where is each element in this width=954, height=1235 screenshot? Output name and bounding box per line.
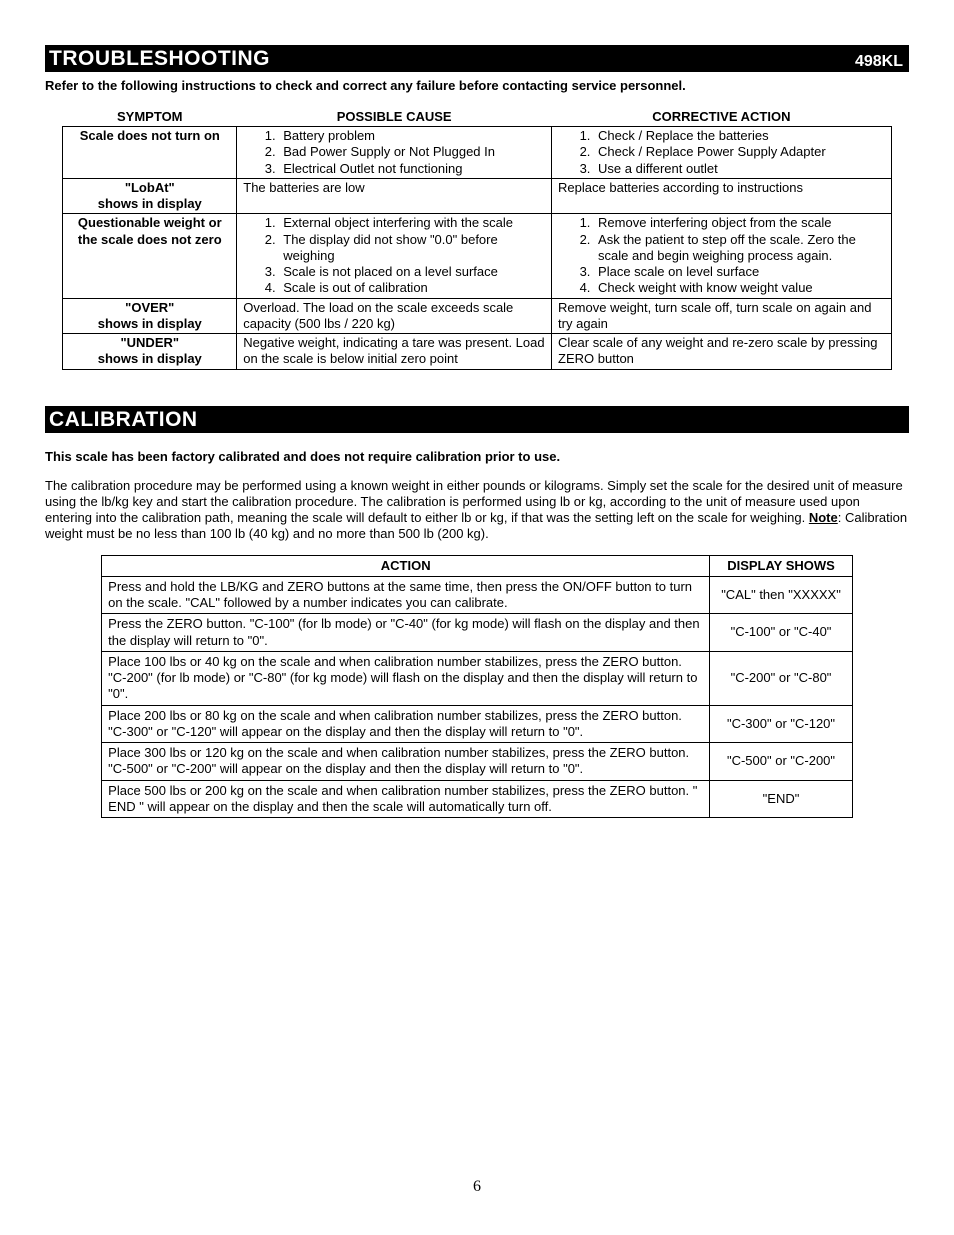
table-row: "UNDER"shows in displayNegative weight, … xyxy=(63,334,891,370)
display-cell: "C-500" or "C-200" xyxy=(710,743,853,781)
list-item: Check / Replace Power Supply Adapter xyxy=(594,144,885,160)
calibration-header: CALIBRATION xyxy=(45,406,909,433)
table-row: Place 100 lbs or 40 kg on the scale and … xyxy=(102,651,853,705)
cause-cell: The batteries are low xyxy=(237,178,552,214)
symptom-cell: "OVER"shows in display xyxy=(63,298,237,334)
action-cell: Press the ZERO button. "C-100" (for lb m… xyxy=(102,614,710,652)
action-cell: Place 500 lbs or 200 kg on the scale and… xyxy=(102,780,710,818)
table-row: Place 300 lbs or 120 kg on the scale and… xyxy=(102,743,853,781)
list-item: Check weight with know weight value xyxy=(594,280,885,296)
list-item: External object interfering with the sca… xyxy=(279,215,545,231)
table-row: Press and hold the LB/KG and ZERO button… xyxy=(102,576,853,614)
action-cell: Press and hold the LB/KG and ZERO button… xyxy=(102,576,710,614)
th-action: CORRECTIVE ACTION xyxy=(552,107,892,127)
list-item: Electrical Outlet not functioning xyxy=(279,161,545,177)
display-cell: "CAL" then "XXXXX" xyxy=(710,576,853,614)
cause-cell: External object interfering with the sca… xyxy=(237,214,552,298)
note-label: Note xyxy=(809,510,838,525)
display-cell: "C-100" or "C-40" xyxy=(710,614,853,652)
list-item: Use a different outlet xyxy=(594,161,885,177)
table-row: "OVER"shows in displayOverload. The load… xyxy=(63,298,891,334)
calibration-paragraph: The calibration procedure may be perform… xyxy=(45,478,909,543)
action-cell: Check / Replace the batteriesCheck / Rep… xyxy=(552,127,892,179)
model-label: 498KL xyxy=(855,53,903,71)
list-item: Place scale on level surface xyxy=(594,264,885,280)
list-item: Bad Power Supply or Not Plugged In xyxy=(279,144,545,160)
action-cell: Clear scale of any weight and re-zero sc… xyxy=(552,334,892,370)
action-cell: Remove weight, turn scale off, turn scal… xyxy=(552,298,892,334)
list-item: The display did not show "0.0" before we… xyxy=(279,232,545,265)
cause-cell: Overload. The load on the scale exceeds … xyxy=(237,298,552,334)
action-cell: Replace batteries according to instructi… xyxy=(552,178,892,214)
table-row: Questionable weight orthe scale does not… xyxy=(63,214,891,298)
page-number: 6 xyxy=(45,1178,909,1196)
calibration-table: ACTION DISPLAY SHOWS Press and hold the … xyxy=(101,555,853,819)
symptom-cell: "UNDER"shows in display xyxy=(63,334,237,370)
symptom-cell: Scale does not turn on xyxy=(63,127,237,179)
list-item: Scale is not placed on a level surface xyxy=(279,264,545,280)
table-row: Place 500 lbs or 200 kg on the scale and… xyxy=(102,780,853,818)
list-item: Battery problem xyxy=(279,128,545,144)
troubleshooting-title: TROUBLESHOOTING xyxy=(49,47,270,71)
calibration-intro-bold: This scale has been factory calibrated a… xyxy=(45,449,909,464)
action-cell: Place 300 lbs or 120 kg on the scale and… xyxy=(102,743,710,781)
troubleshooting-table: SYMPTOM POSSIBLE CAUSE CORRECTIVE ACTION… xyxy=(62,107,891,370)
list-item: Ask the patient to step off the scale. Z… xyxy=(594,232,885,265)
th-action: ACTION xyxy=(102,555,710,576)
display-cell: "C-300" or "C-120" xyxy=(710,705,853,743)
th-cause: POSSIBLE CAUSE xyxy=(237,107,552,127)
display-cell: "C-200" or "C-80" xyxy=(710,651,853,705)
list-item: Scale is out of calibration xyxy=(279,280,545,296)
table-row: Place 200 lbs or 80 kg on the scale and … xyxy=(102,705,853,743)
table-row: "LobAt"shows in displayThe batteries are… xyxy=(63,178,891,214)
table-row: Scale does not turn onBattery problemBad… xyxy=(63,127,891,179)
cause-cell: Negative weight, indicating a tare was p… xyxy=(237,334,552,370)
symptom-cell: "LobAt"shows in display xyxy=(63,178,237,214)
symptom-cell: Questionable weight orthe scale does not… xyxy=(63,214,237,298)
troubleshooting-header: TROUBLESHOOTING 498KL xyxy=(45,45,909,72)
display-cell: "END" xyxy=(710,780,853,818)
calibration-para-pre: The calibration procedure may be perform… xyxy=(45,478,903,526)
table-row: Press the ZERO button. "C-100" (for lb m… xyxy=(102,614,853,652)
th-display: DISPLAY SHOWS xyxy=(710,555,853,576)
th-symptom: SYMPTOM xyxy=(63,107,237,127)
action-cell: Place 100 lbs or 40 kg on the scale and … xyxy=(102,651,710,705)
action-cell: Place 200 lbs or 80 kg on the scale and … xyxy=(102,705,710,743)
list-item: Check / Replace the batteries xyxy=(594,128,885,144)
troubleshooting-intro: Refer to the following instructions to c… xyxy=(45,78,909,93)
action-cell: Remove interfering object from the scale… xyxy=(552,214,892,298)
list-item: Remove interfering object from the scale xyxy=(594,215,885,231)
cause-cell: Battery problemBad Power Supply or Not P… xyxy=(237,127,552,179)
